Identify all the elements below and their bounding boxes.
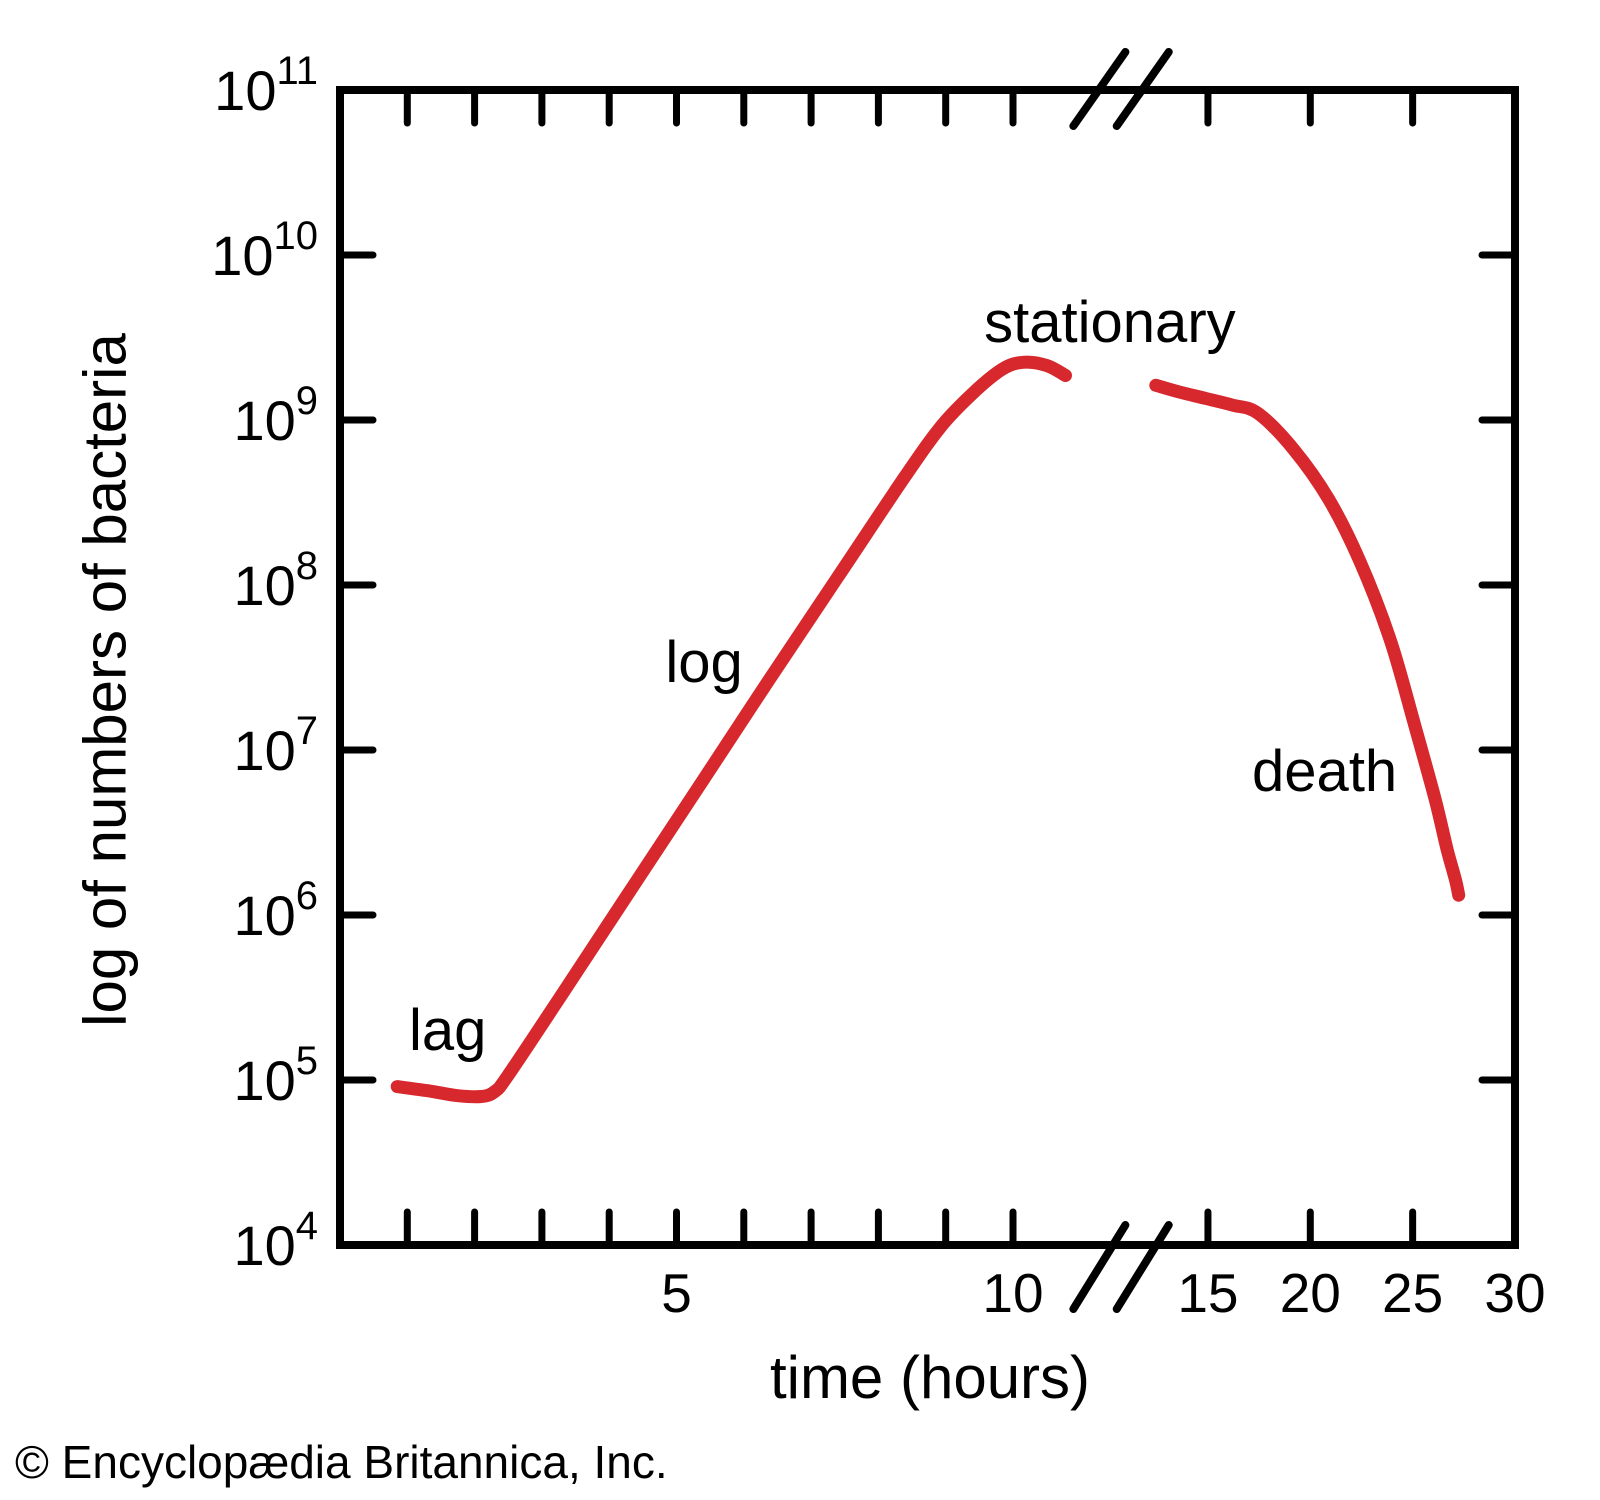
copyright-text: © Encyclopædia Britannica, Inc. (15, 1436, 668, 1488)
curve-segment (390, 355, 1072, 1104)
x-tick-label: 25 (1382, 1262, 1443, 1324)
plot-frame (336, 86, 1519, 1249)
y-tick-label: 108 (233, 544, 318, 617)
y-tick-label: 107 (233, 709, 318, 782)
axis-break-bottom (1069, 1221, 1130, 1313)
y-tick-label: 104 (233, 1204, 318, 1277)
x-tick-label: 10 (982, 1262, 1043, 1324)
x-tick-label: 20 (1280, 1262, 1341, 1324)
x-axis-title: time (hours) (770, 1344, 1090, 1411)
curve-segment (1149, 378, 1466, 902)
x-tick-label: 5 (661, 1262, 692, 1324)
tick-labels: 5 10 15 20 25 30 1011 1010 109 108 107 106 105 104 (211, 49, 1545, 1324)
x-tick-label: 15 (1177, 1262, 1238, 1324)
y-tick-label: 109 (233, 379, 318, 452)
phase-label-lag: lag (409, 998, 486, 1063)
phase-labels: lag log stationary death (409, 290, 1397, 1063)
axes (336, 48, 1519, 1313)
x-tick-label: 30 (1484, 1262, 1545, 1324)
y-tick-label: 106 (233, 874, 318, 947)
phase-label-stationary: stationary (984, 290, 1235, 355)
y-tick-label: 1010 (211, 214, 318, 287)
y-tick-label: 105 (233, 1039, 318, 1112)
growth-curve (390, 355, 1466, 1104)
axis-break-bottom (1112, 1221, 1173, 1313)
axis-break-top (1069, 48, 1130, 130)
axis-break-top (1112, 48, 1173, 130)
phase-label-log: log (665, 630, 742, 695)
phase-label-death: death (1252, 739, 1397, 804)
y-tick-label: 1011 (214, 49, 318, 122)
y-axis-title: log of numbers of bacteria (72, 333, 139, 1027)
